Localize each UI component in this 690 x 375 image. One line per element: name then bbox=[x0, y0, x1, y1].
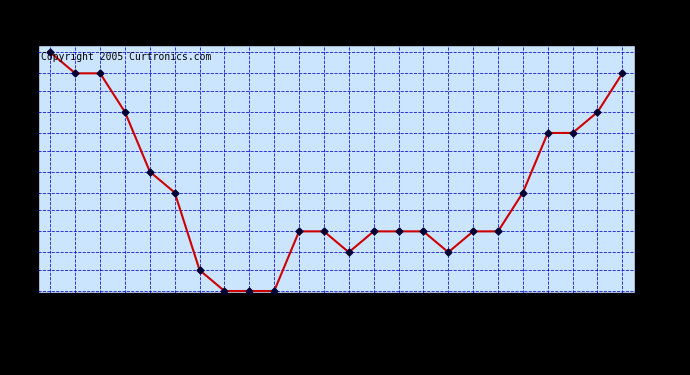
Text: Copyright 2005 Curtronics.com: Copyright 2005 Curtronics.com bbox=[41, 53, 211, 62]
Title: Outside Temperature (Last 24 Hours) Tue Jan 11 00:00: Outside Temperature (Last 24 Hours) Tue … bbox=[128, 27, 544, 42]
